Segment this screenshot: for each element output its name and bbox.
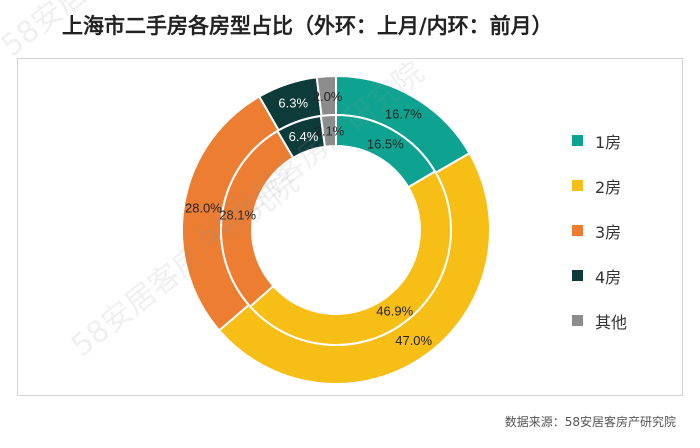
- legend-label-5: 其他: [595, 312, 628, 332]
- inner-ring-label-3: 28.1%: [219, 208, 256, 223]
- legend-label-2: 2房: [595, 177, 622, 197]
- chart-legend: 1房 2房 3房 4房 其他: [572, 118, 627, 343]
- inner-ring-label-2: 46.9%: [376, 303, 413, 318]
- legend-item-4: 4房: [572, 253, 627, 298]
- legend-item-2: 2房: [572, 163, 627, 208]
- outer-ring-label-3: 28.0%: [185, 200, 222, 215]
- outer-ring-label-1: 16.7%: [385, 107, 422, 122]
- outer-ring-label-5: 2.0%: [313, 89, 343, 104]
- legend-swatch-4: [572, 270, 583, 281]
- legend-swatch-2: [572, 180, 583, 191]
- legend-swatch-1: [572, 135, 583, 146]
- legend-item-5: 其他: [572, 298, 627, 343]
- legend-label-4: 4房: [595, 267, 622, 287]
- legend-label-1: 1房: [595, 132, 622, 152]
- chart-frame: [17, 58, 683, 396]
- legend-label-3: 3房: [595, 222, 622, 242]
- legend-item-1: 1房: [572, 118, 627, 163]
- inner-ring-label-5: 2.1%: [315, 124, 345, 139]
- outer-ring-label-2: 47.0%: [395, 333, 432, 348]
- legend-swatch-5: [572, 315, 583, 326]
- inner-ring-label-1: 16.5%: [367, 137, 404, 152]
- legend-swatch-3: [572, 225, 583, 236]
- legend-item-3: 3房: [572, 208, 627, 253]
- inner-ring-slice-2: [248, 170, 452, 346]
- inner-ring-label-4: 6.4%: [289, 129, 319, 144]
- chart-title: 上海市二手房各房型占比（外环：上月/内环：前月）: [62, 14, 553, 38]
- outer-ring-label-4: 6.3%: [278, 95, 308, 110]
- inner-ring-slice-5: [319, 113, 337, 148]
- data-source-note: 数据来源：58安居客房产研究院: [504, 415, 676, 429]
